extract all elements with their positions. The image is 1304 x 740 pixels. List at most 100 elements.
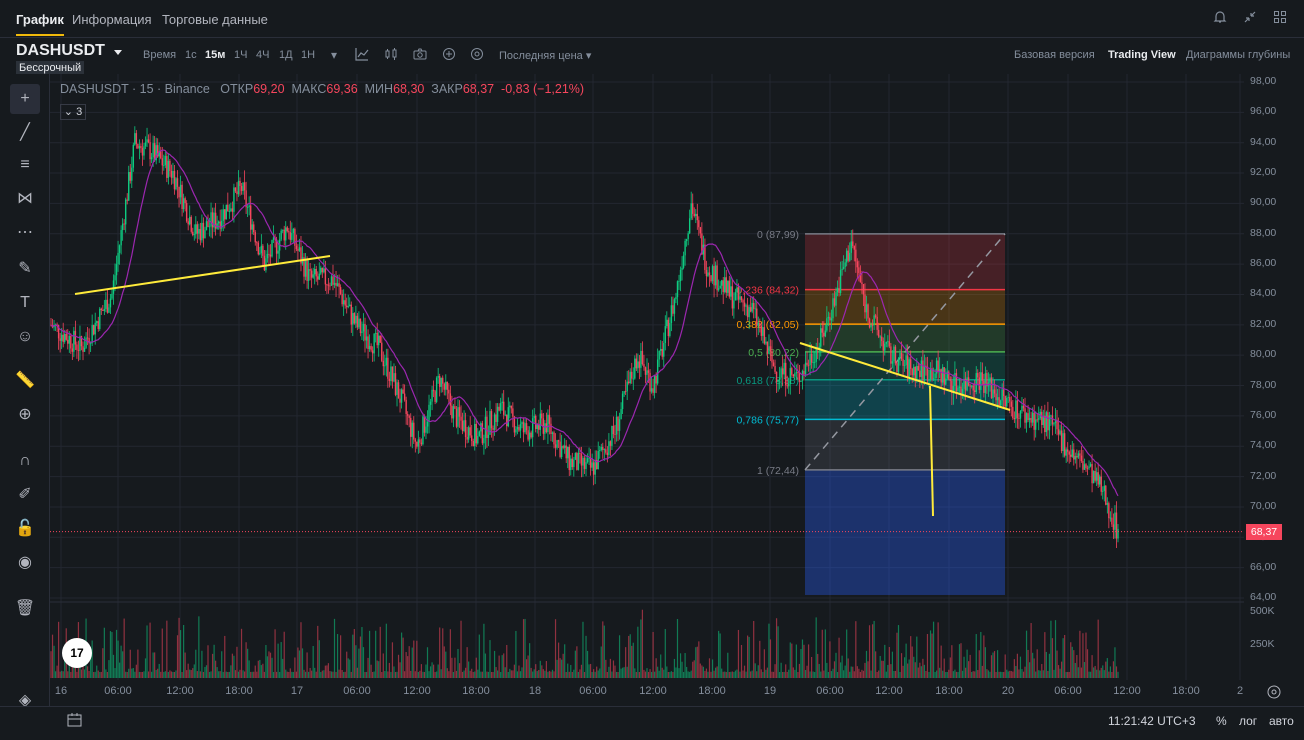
- horizontal-lines-icon[interactable]: ≡: [20, 156, 30, 173]
- candle-body: [705, 270, 708, 277]
- crosshair-icon[interactable]: +: [10, 84, 40, 114]
- volume-bar: [678, 668, 680, 678]
- camera-icon[interactable]: [412, 47, 428, 63]
- trash-icon[interactable]: 🗑: [14, 600, 36, 617]
- volume-bar: [696, 646, 698, 678]
- tab-info[interactable]: Информация: [72, 12, 152, 27]
- tab-trading-data[interactable]: Торговые данные: [162, 12, 268, 27]
- candle-body: [123, 223, 125, 225]
- volume-bar: [608, 666, 610, 678]
- candle-body: [219, 221, 221, 229]
- symbol-title[interactable]: DASHUSDT: [16, 42, 105, 59]
- candle-body: [777, 379, 779, 382]
- magnet-icon[interactable]: ∩: [19, 452, 31, 469]
- price-axis-label: 76,00: [1250, 408, 1277, 421]
- candle-body: [731, 286, 734, 309]
- candle-body: [516, 427, 519, 430]
- settings-icon[interactable]: [469, 47, 485, 63]
- timeframe-4h[interactable]: 4Ч: [256, 49, 270, 61]
- volume-bar: [596, 666, 598, 678]
- chevron-down-icon[interactable]: [114, 50, 122, 55]
- candle-body: [998, 397, 1000, 406]
- volume-bar: [759, 640, 761, 678]
- brush-icon[interactable]: ✎: [18, 260, 32, 277]
- volume-bar: [594, 671, 596, 678]
- axis-settings-icon[interactable]: [1266, 684, 1282, 700]
- candle-body: [887, 341, 889, 343]
- log-toggle[interactable]: лог: [1239, 714, 1258, 728]
- trendline-icon[interactable]: ╱: [20, 124, 30, 141]
- date-range-icon[interactable]: [66, 712, 86, 728]
- candle-body: [64, 333, 66, 342]
- volume-bar: [486, 671, 488, 678]
- indicators-icon[interactable]: [354, 47, 370, 63]
- volume-bar: [548, 670, 551, 678]
- candle-body: [176, 178, 179, 187]
- add-icon[interactable]: [441, 47, 457, 63]
- timeframe-1d[interactable]: 1Д: [279, 49, 293, 61]
- volume-bar: [968, 661, 970, 678]
- candle-body: [152, 143, 154, 158]
- timeframe-1h[interactable]: 1Ч: [234, 49, 248, 61]
- auto-toggle[interactable]: авто: [1269, 714, 1294, 728]
- tab-chart[interactable]: График: [16, 12, 64, 36]
- candle-body: [649, 372, 651, 392]
- candle-body: [774, 366, 776, 372]
- volume-bar: [477, 669, 479, 678]
- text-icon[interactable]: T: [20, 294, 30, 311]
- timeframe-1w[interactable]: 1Н: [301, 49, 316, 61]
- clock-time[interactable]: 11:21:42 UTC+3: [1108, 714, 1196, 728]
- candle-body: [102, 310, 104, 311]
- view-basic[interactable]: Базовая версия: [1014, 49, 1095, 61]
- layers-icon[interactable]: ◈: [18, 692, 32, 709]
- ruler-icon[interactable]: 📏: [15, 372, 35, 389]
- price-chart[interactable]: 0 (87,99)0,236 (84,32)0,382 (82,05)0,5 (…: [50, 74, 1304, 706]
- volume-bar: [821, 629, 823, 678]
- timeframe-15m[interactable]: 15м: [205, 49, 226, 61]
- volume-bar: [1077, 667, 1079, 678]
- candle-body: [960, 386, 962, 396]
- candle-body: [294, 228, 296, 246]
- volume-bar: [983, 635, 985, 678]
- volume-bar: [817, 653, 819, 678]
- candle-body: [559, 441, 561, 457]
- collapse-arrows-icon[interactable]: [1242, 10, 1258, 26]
- candle-body: [977, 373, 979, 378]
- fib-tool-icon[interactable]: ⋯: [17, 224, 33, 241]
- lock-draw-icon[interactable]: ✐: [18, 486, 32, 503]
- view-depth[interactable]: Диаграммы глубины: [1186, 49, 1291, 61]
- chart-type-icon[interactable]: [383, 47, 399, 63]
- more-timeframes-icon[interactable]: ▾: [330, 48, 338, 62]
- volume-bar: [458, 663, 461, 678]
- candle-body: [1106, 503, 1109, 505]
- candle-body: [958, 386, 961, 388]
- time-axis-label: 06:00: [816, 685, 844, 697]
- unlock-icon[interactable]: 🔓: [15, 520, 35, 537]
- bell-icon[interactable]: [1212, 10, 1228, 26]
- price-axis-label: 90,00: [1250, 196, 1277, 209]
- eye-icon[interactable]: ◉: [18, 554, 32, 571]
- grid-icon[interactable]: [1272, 10, 1288, 26]
- zoom-in-icon[interactable]: ⊕: [18, 406, 32, 423]
- volume-bar: [372, 671, 374, 678]
- candle-body: [903, 365, 906, 366]
- volume-bar: [381, 671, 383, 678]
- candle-body: [359, 318, 362, 334]
- chart-area[interactable]: 0 (87,99) 0,236 (84,32) 0,382 (82,05) 0,5 (…: [50, 74, 1244, 680]
- candle-body: [1063, 433, 1066, 456]
- percent-toggle[interactable]: %: [1216, 714, 1227, 728]
- view-tradingview[interactable]: Trading View: [1108, 49, 1176, 61]
- tradingview-logo[interactable]: 17: [62, 638, 92, 668]
- volume-bar: [1089, 671, 1092, 678]
- volume-bar: [920, 666, 922, 678]
- emoji-icon[interactable]: ☺: [16, 328, 34, 345]
- indicators-collapse-button[interactable]: ⌄ 3: [60, 104, 86, 120]
- price-type-select[interactable]: Последняя цена ▾: [499, 50, 592, 62]
- volume-bar: [743, 665, 746, 678]
- candle-body: [326, 284, 328, 286]
- candle-body: [243, 182, 246, 191]
- volume-bar: [493, 650, 496, 678]
- pattern-icon[interactable]: ⋈: [17, 190, 33, 207]
- timeframe-1s[interactable]: 1с: [185, 49, 197, 61]
- volume-bar: [899, 671, 901, 678]
